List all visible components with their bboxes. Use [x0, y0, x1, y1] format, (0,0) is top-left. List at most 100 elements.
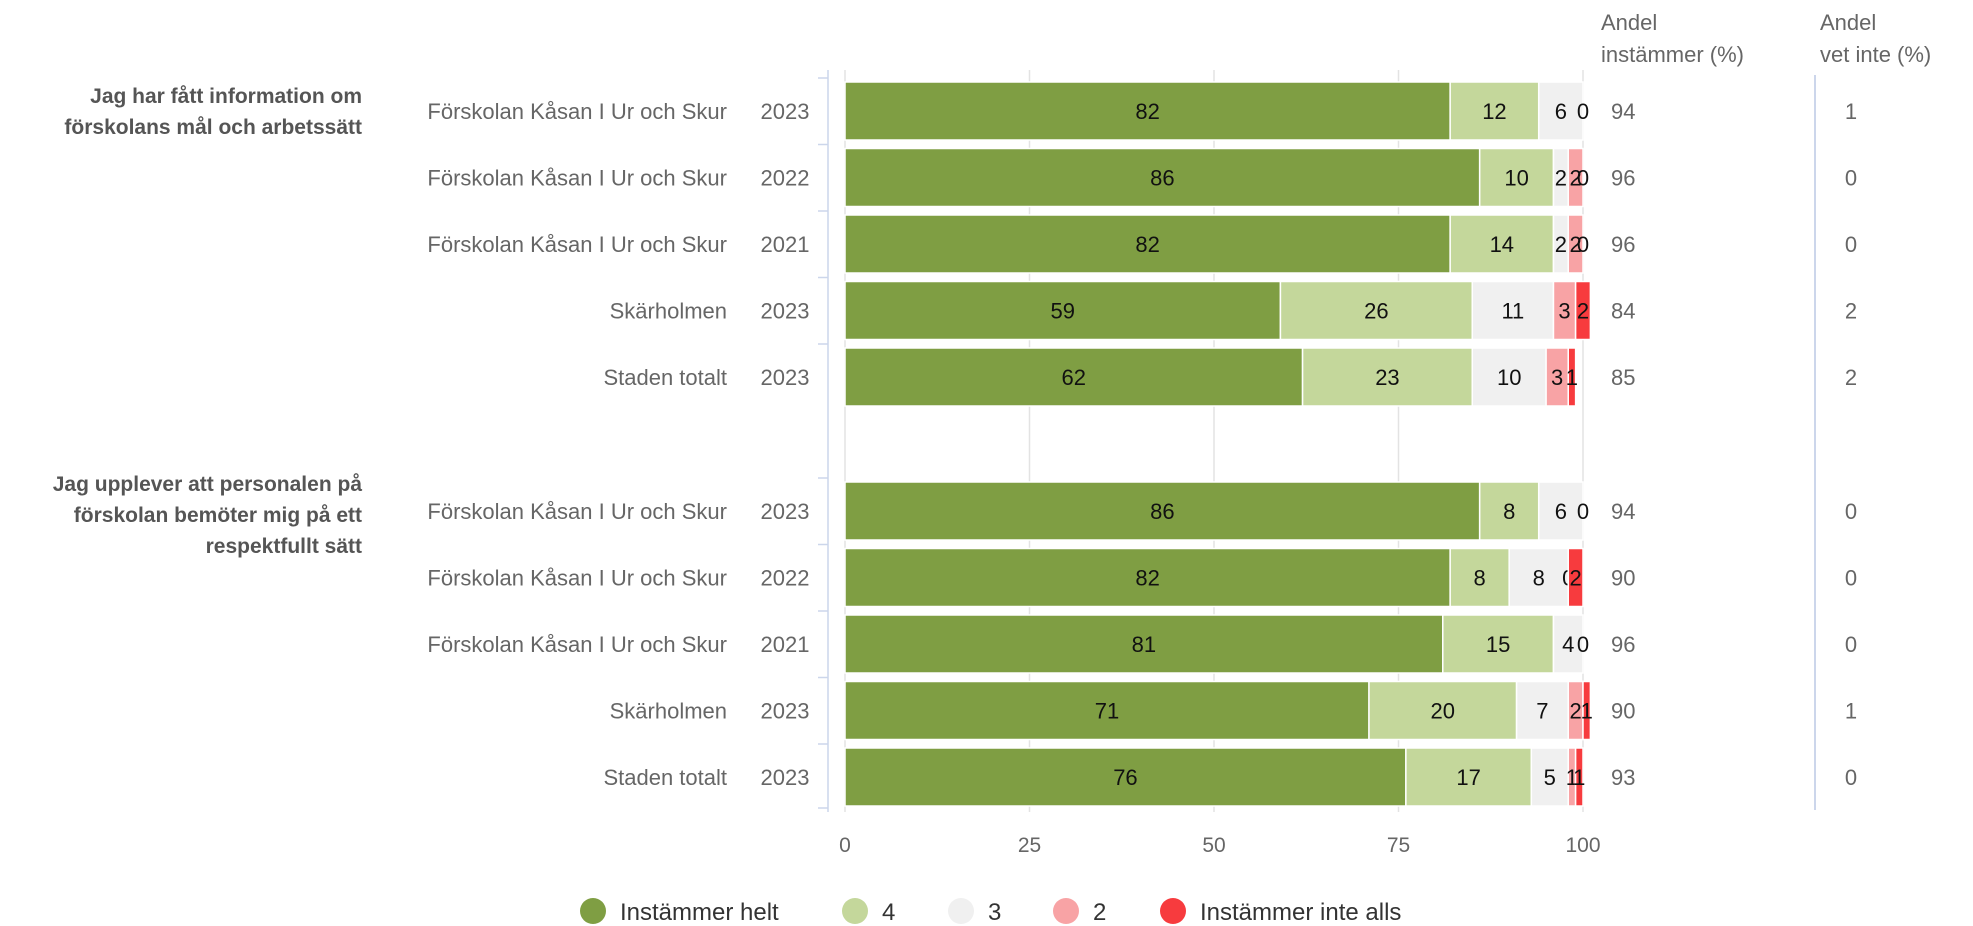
bar-segment — [844, 481, 1481, 541]
bar-data-label: 0 — [1577, 632, 1589, 657]
column-header-line2: instämmer (%) — [1601, 42, 1744, 67]
legend-item-label: Instämmer inte alls — [1200, 899, 1401, 926]
agree-percent-value: 84 — [1611, 299, 1635, 324]
row-year-label: 2021 — [761, 632, 810, 657]
bar-data-label: 0 — [1577, 166, 1589, 191]
bar-segment — [1567, 547, 1584, 608]
bar-segment — [844, 214, 1451, 274]
bar-row: Förskolan Kåsan I Ur och Skur 2023 86 8 6 0 94… — [427, 477, 1857, 541]
bar-row: Staden totalt 2023 62 23 10 3 1 85 2 — [603, 343, 1857, 407]
bar-data-label: 76 — [1113, 765, 1137, 790]
bar-segment — [1449, 547, 1510, 608]
x-axis-tick-labels: 0 25 50 75 100 — [839, 834, 1600, 857]
agree-percent-value: 94 — [1611, 499, 1635, 524]
row-year-label: 2022 — [761, 566, 810, 591]
bar-row: Förskolan Kåsan I Ur och Skur 2021 82 14 2 20… — [427, 210, 1857, 274]
bar-segment — [1552, 614, 1584, 674]
bar-data-label: 62 — [1062, 365, 1086, 390]
bar-segment — [1405, 747, 1533, 807]
x-axis-tick-label: 100 — [1565, 834, 1600, 857]
bar-data-label: 14 — [1490, 232, 1514, 257]
bar-data-label: 3 — [1558, 299, 1570, 324]
bar-row: Staden totalt 2023 76 17 5 11 93 0 — [603, 743, 1857, 807]
bar-data-label: 3 — [1551, 365, 1563, 390]
bar-segment — [1582, 680, 1592, 741]
row-unit-label: Förskolan Kåsan I Ur och Skur — [427, 632, 727, 657]
legend: Instämmer helt 4 3 2 Instämmer inte alls — [580, 898, 1401, 926]
column-header-line1: Andel — [1820, 10, 1876, 35]
x-axis-tick-label: 0 — [839, 834, 851, 857]
x-axis-tick-label: 75 — [1387, 834, 1410, 857]
bar-data-label: 2 — [1569, 166, 1581, 191]
bar-segment — [1368, 680, 1518, 741]
bar-data-label: 2 — [1569, 566, 1581, 591]
row-year-label: 2023 — [761, 365, 810, 390]
bar-data-label: 10 — [1497, 365, 1521, 390]
question-group: Jag upplever att personalen på förskolan … — [53, 473, 1857, 807]
dont-know-percent-value: 0 — [1845, 499, 1857, 524]
row-unit-label: Skärholmen — [610, 699, 727, 724]
bar-row: Förskolan Kåsan I Ur och Skur 2022 82 8 8 0 2 9… — [427, 543, 1857, 608]
agree-percent-value: 96 — [1611, 232, 1635, 257]
row-year-label: 2023 — [761, 699, 810, 724]
bar-segment — [1567, 147, 1584, 208]
bar-segment — [1515, 680, 1569, 741]
bar-data-label: 2 — [1569, 699, 1581, 724]
row-year-label: 2023 — [761, 99, 810, 124]
question-label: förskolan bemöter mig på ett — [74, 504, 362, 527]
bar-data-label: 5 — [1544, 765, 1556, 790]
bar-data-label: 0 — [1577, 99, 1589, 124]
row-year-label: 2023 — [761, 299, 810, 324]
row-unit-label: Staden totalt — [603, 765, 727, 790]
agree-percent-value: 96 — [1611, 166, 1635, 191]
bar-data-label: 8 — [1474, 566, 1486, 591]
agree-percent-value: 94 — [1611, 99, 1635, 124]
row-year-label: 2022 — [761, 166, 810, 191]
bar-row: Förskolan Kåsan I Ur och Skur 2023 82 12 6 0 9… — [427, 77, 1857, 141]
row-unit-label: Förskolan Kåsan I Ur och Skur — [427, 99, 727, 124]
bar-segment — [1537, 481, 1584, 541]
bar-segment — [1537, 81, 1584, 141]
row-unit-label: Förskolan Kåsan I Ur och Skur — [427, 499, 727, 524]
bar-data-label: 2 — [1577, 299, 1589, 324]
question-label: Jag har fått information om — [90, 85, 362, 108]
row-year-label: 2023 — [761, 765, 810, 790]
legend-item-label: 2 — [1093, 899, 1106, 926]
legend-marker — [1160, 898, 1186, 924]
bar-segment — [844, 347, 1304, 407]
row-year-label: 2021 — [761, 232, 810, 257]
bar-data-label: 86 — [1150, 166, 1174, 191]
bar-segment — [1478, 147, 1555, 208]
dont-know-percent-value: 2 — [1845, 365, 1857, 390]
dont-know-percent-value: 0 — [1845, 232, 1857, 257]
bar-row: Skärholmen 2023 59 26 11 3 2 84 2 — [610, 276, 1857, 341]
bar-segment — [1574, 280, 1592, 341]
bar-segment — [1301, 347, 1474, 407]
column-header-line1: Andel — [1601, 10, 1657, 35]
row-unit-label: Förskolan Kåsan I Ur och Skur — [427, 166, 727, 191]
bar-data-label: 1 — [1581, 699, 1593, 724]
bar-segment — [844, 547, 1451, 608]
bar-data-label: 7 — [1536, 699, 1548, 724]
row-unit-label: Förskolan Kåsan I Ur och Skur — [427, 566, 727, 591]
dont-know-percent-value: 0 — [1845, 166, 1857, 191]
bar-segment — [1530, 747, 1569, 807]
row-year-label: 2023 — [761, 499, 810, 524]
bar-data-label: 0 — [1577, 232, 1589, 257]
bar-data-label: 10 — [1504, 166, 1528, 191]
legend-item-label: Instämmer helt — [620, 899, 779, 926]
bar-data-label: 4 — [1562, 632, 1574, 657]
bar-row: Förskolan Kåsan I Ur och Skur 2022 86 10 2 20… — [427, 143, 1857, 208]
bar-data-label: 82 — [1135, 99, 1159, 124]
question-label: respektfullt sätt — [206, 535, 362, 558]
bar-data-label: 12 — [1482, 99, 1506, 124]
x-axis-tick-label: 25 — [1018, 834, 1041, 857]
bar-data-label: 23 — [1375, 365, 1399, 390]
legend-marker — [948, 898, 974, 924]
bar-segment — [844, 680, 1370, 741]
bar-data-label: 0 — [1577, 499, 1589, 524]
agree-percent-value: 90 — [1611, 566, 1635, 591]
row-unit-label: Staden totalt — [603, 365, 727, 390]
